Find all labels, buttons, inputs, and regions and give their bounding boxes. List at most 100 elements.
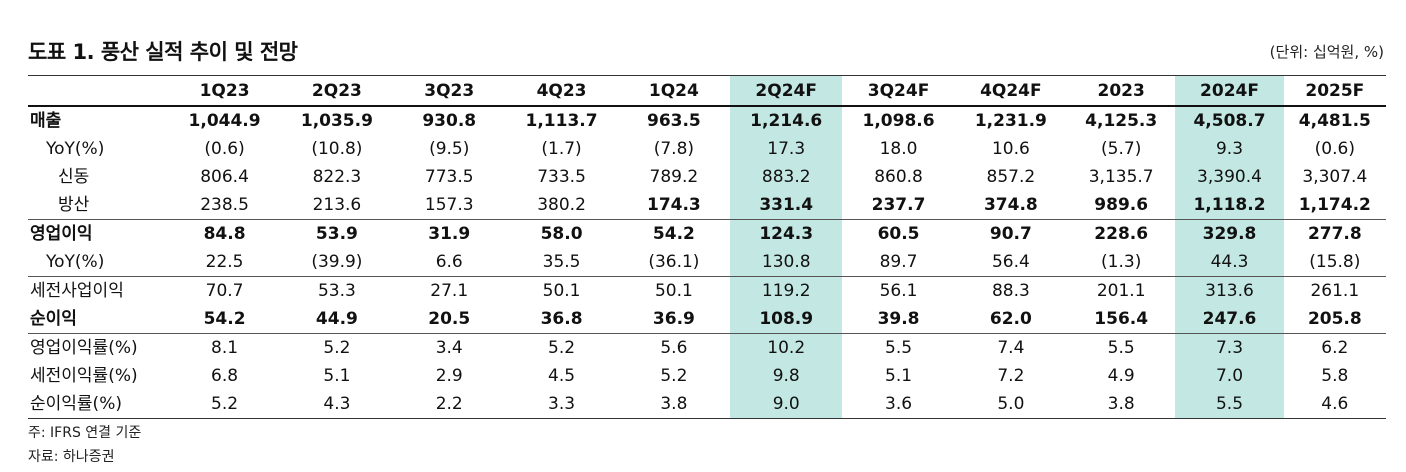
header-cell: 2024F [1175, 75, 1284, 107]
value-cell: 6.8 [211, 366, 239, 386]
value-cell: 62.0 [989, 309, 1032, 329]
value-cell: 5.5 [1175, 390, 1284, 419]
value-cell: 733.5 [537, 167, 586, 187]
value-cell: 9.8 [730, 362, 843, 390]
value-cell: 261.1 [1283, 276, 1386, 305]
footnotes: 주: IFRS 연결 기준 자료: 하나증권 [28, 421, 141, 469]
value-cell: 1,035.9 [300, 111, 373, 131]
row-label: 방산 [58, 195, 90, 215]
unit-label: (단위: 십억원, %) [1269, 43, 1384, 61]
value-cell: 157.3 [424, 195, 474, 215]
header-cell: 1Q23 [168, 75, 281, 107]
value-cell: 3,135.7 [1088, 167, 1154, 187]
note-source: 자료: 하나증권 [28, 449, 115, 465]
table-row: 세전사업이익 70.7 53.3 27.1 50.1 50.1 119.2 56.1 88.3 2… [28, 276, 1386, 305]
value-cell: (9.5) [429, 139, 470, 159]
header-cell: 2025F [1283, 75, 1386, 107]
value-cell: 4.9 [1107, 366, 1135, 386]
value-cell: 930.8 [422, 111, 477, 131]
value-cell: 3,307.4 [1302, 167, 1368, 187]
value-cell: 313.6 [1175, 276, 1284, 305]
value-cell: 88.3 [954, 276, 1068, 305]
value-cell: 201.1 [1067, 276, 1176, 305]
value-cell: (7.8) [653, 139, 695, 159]
value-cell: 380.2 [537, 195, 586, 215]
value-cell: 228.6 [1067, 219, 1176, 248]
value-cell: 822.3 [312, 167, 362, 187]
value-cell: 5.6 [617, 333, 731, 362]
value-cell: 4.6 [1283, 390, 1386, 419]
value-cell: 1,098.6 [862, 111, 935, 131]
table-title: 도표 1. 풍산 실적 추이 및 전망 [28, 40, 298, 64]
row-label: 세전이익률(%) [30, 366, 138, 386]
value-cell: 2.9 [435, 366, 463, 386]
value-cell: 883.2 [730, 163, 843, 191]
row-label: YoY(%) [46, 252, 105, 272]
header-cell: 4Q23 [505, 75, 618, 107]
value-cell: 10.6 [991, 139, 1030, 159]
value-cell: (10.8) [311, 139, 363, 159]
row-label: 순이익 [30, 309, 77, 329]
value-cell: 90.7 [954, 219, 1068, 248]
table-row: YoY(%) (0.6) (10.8) (9.5) (1.7) (7.8) 17.3 18.0… [28, 135, 1386, 163]
value-cell: 7.4 [954, 333, 1068, 362]
value-cell: 4,508.7 [1175, 106, 1284, 135]
value-cell: 789.2 [649, 167, 699, 187]
value-cell: 84.8 [168, 219, 281, 248]
header-cell: 3Q24F [842, 75, 955, 107]
value-cell: 27.1 [393, 276, 506, 305]
value-cell: 5.2 [168, 390, 281, 419]
value-cell: 108.9 [730, 305, 843, 334]
table-row: 방산 238.5 213.6 157.3 380.2 174.3 331.4 237.7 374… [28, 191, 1386, 220]
value-cell: 3.3 [505, 390, 618, 419]
value-cell: (39.9) [311, 252, 363, 272]
value-cell: 2.2 [393, 390, 506, 419]
value-cell: (5.7) [1101, 139, 1142, 159]
value-cell: 50.1 [505, 276, 618, 305]
row-label: 순이익률(%) [28, 390, 169, 419]
value-cell: 39.8 [877, 309, 920, 329]
value-cell: 7.2 [997, 366, 1025, 386]
value-cell: 44.3 [1175, 248, 1284, 277]
value-cell: 124.3 [730, 219, 843, 248]
value-cell: 247.6 [1175, 305, 1284, 334]
header-cell: 2Q23 [280, 75, 394, 107]
value-cell: 7.0 [1175, 362, 1284, 390]
row-label: 영업이익률(%) [28, 333, 169, 362]
value-cell: 331.4 [730, 191, 843, 220]
value-cell: 3,390.4 [1175, 163, 1284, 191]
value-cell: 5.0 [954, 390, 1068, 419]
value-cell: (15.8) [1309, 252, 1361, 272]
value-cell: 70.7 [168, 276, 281, 305]
value-cell: 3.8 [1067, 390, 1176, 419]
value-cell: 130.8 [730, 248, 843, 277]
value-cell: 1,118.2 [1175, 191, 1284, 220]
header-cell: 1Q24 [617, 75, 731, 107]
value-cell: 989.6 [1094, 195, 1149, 215]
value-cell: 4.5 [548, 366, 576, 386]
value-cell: (0.6) [204, 139, 245, 159]
value-cell: 374.8 [983, 195, 1038, 215]
value-cell: 4,481.5 [1298, 111, 1371, 131]
table-row: 세전이익률(%) 6.8 5.1 2.9 4.5 5.2 9.8 5.1 7.2 4.9 7.0 5.… [28, 362, 1386, 390]
header-cell: 3Q23 [393, 75, 506, 107]
value-cell: 89.7 [879, 252, 918, 272]
value-cell: 5.5 [1067, 333, 1176, 362]
value-cell: 119.2 [730, 276, 843, 305]
value-cell: 4.3 [280, 390, 394, 419]
value-cell: 53.9 [280, 219, 394, 248]
value-cell: (36.1) [648, 252, 700, 272]
value-cell: 5.2 [660, 366, 688, 386]
value-cell: 60.5 [842, 219, 955, 248]
value-cell: 773.5 [424, 167, 474, 187]
value-cell: 56.1 [842, 276, 955, 305]
value-cell: (0.6) [1314, 139, 1355, 159]
table-row: YoY(%) 22.5 (39.9) 6.6 35.5 (36.1) 130.8 89.7 56… [28, 248, 1386, 277]
header-row: 1Q23 2Q23 3Q23 4Q23 1Q24 2Q24F 3Q24F 4Q2… [28, 75, 1386, 107]
table-row: 영업이익 84.8 53.9 31.9 58.0 54.2 124.3 60.5 90.7 228… [28, 219, 1386, 248]
value-cell: 36.8 [540, 309, 583, 329]
row-label: 신동 [58, 167, 90, 187]
value-cell: 56.4 [991, 252, 1030, 272]
value-cell: 35.5 [542, 252, 581, 272]
note-basis: 주: IFRS 연결 기준 [28, 425, 142, 441]
